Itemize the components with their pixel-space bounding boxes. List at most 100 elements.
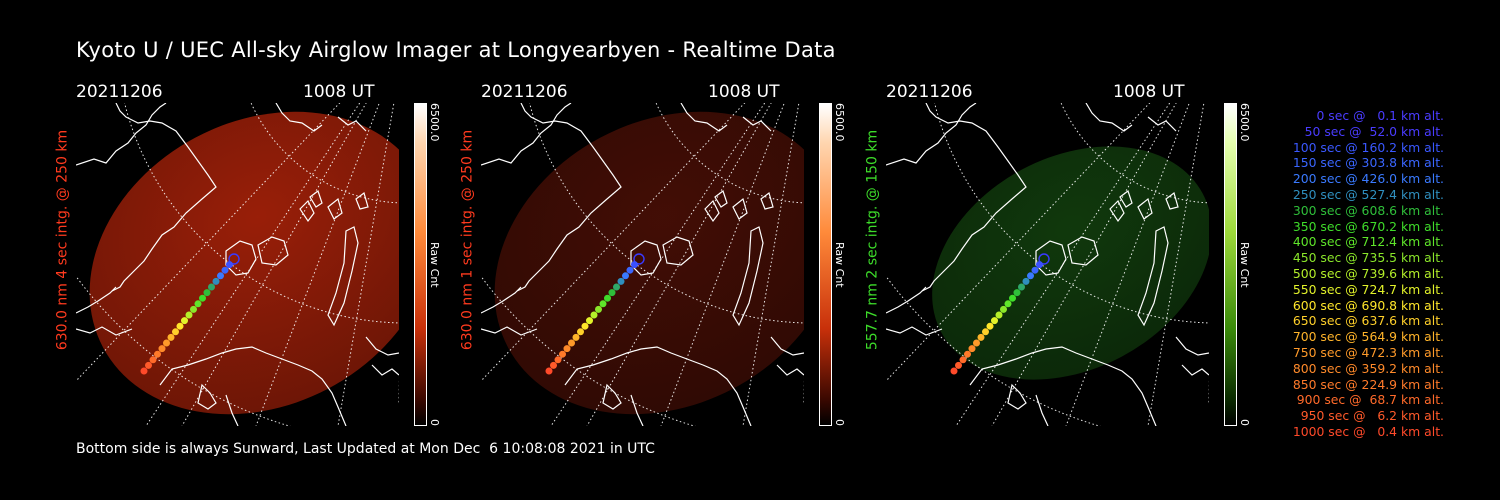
trajectory-point bbox=[633, 253, 645, 265]
panel-time: 1008 UT bbox=[708, 82, 780, 102]
trajectory-point bbox=[163, 339, 171, 347]
trajectory-point bbox=[631, 261, 639, 269]
trajectory-point bbox=[221, 266, 229, 274]
trajectory-point bbox=[586, 317, 594, 325]
trajectory-point bbox=[991, 317, 999, 325]
lat-lon-grid bbox=[481, 103, 804, 426]
panel-wavelength-label: 630.0 nm 1 sec intg. @ 250 km bbox=[459, 129, 476, 351]
trajectory-point bbox=[559, 350, 567, 358]
trajectory-point bbox=[563, 345, 571, 353]
footer-note: Bottom side is always Sunward, Last Upda… bbox=[76, 441, 655, 457]
allsky-map bbox=[886, 103, 1209, 426]
legend-entry: 800 sec @ 359.2 km alt. bbox=[1292, 360, 1444, 376]
trajectory-point bbox=[167, 333, 175, 341]
colorbar bbox=[414, 103, 427, 426]
panel-wavelength-label: 630.0 nm 4 sec intg. @ 250 km bbox=[54, 129, 71, 351]
lat-lon-grid bbox=[886, 103, 1209, 426]
trajectory-point bbox=[599, 300, 607, 308]
trajectory-point bbox=[986, 322, 994, 330]
panel-date: 20211206 bbox=[886, 82, 973, 102]
legend-entry: 400 sec @ 712.4 km alt. bbox=[1292, 234, 1444, 250]
panel-wavelength-label: 557.7 nm 2 sec intg. @ 150 km bbox=[864, 129, 881, 351]
trajectory-point bbox=[626, 266, 634, 274]
map-canvas bbox=[886, 103, 1209, 426]
trajectory-point bbox=[977, 333, 985, 341]
colorbar-unit-label: Raw Cnt bbox=[1238, 242, 1251, 288]
panel-time: 1008 UT bbox=[1113, 82, 1185, 102]
trajectory-point bbox=[149, 356, 157, 364]
trajectory-point bbox=[154, 350, 162, 358]
trajectory-track bbox=[545, 253, 645, 375]
colorbar-min-label: 0 bbox=[1238, 419, 1251, 426]
trajectory-point bbox=[955, 361, 963, 369]
trajectory-point bbox=[1031, 266, 1039, 274]
legend-entry: 300 sec @ 608.6 km alt. bbox=[1292, 202, 1444, 218]
panel-date: 20211206 bbox=[481, 82, 568, 102]
map-canvas bbox=[481, 103, 804, 426]
colorbar-max-label: 6500.0 bbox=[1238, 103, 1251, 142]
panel-time: 1008 UT bbox=[303, 82, 375, 102]
lat-lon-grid bbox=[76, 103, 399, 426]
trajectory-track bbox=[950, 253, 1050, 375]
trajectory-point bbox=[568, 339, 576, 347]
trajectory-track bbox=[140, 253, 240, 375]
trajectory-point bbox=[581, 322, 589, 330]
trajectory-point bbox=[226, 261, 234, 269]
trajectory-point bbox=[572, 333, 580, 341]
trajectory-point bbox=[554, 356, 562, 364]
trajectory-point bbox=[1018, 283, 1026, 291]
colorbar-max-label: 6500.0 bbox=[833, 103, 846, 142]
trajectory-point bbox=[228, 253, 240, 265]
trajectory-point bbox=[1000, 305, 1008, 313]
legend-entry: 250 sec @ 527.4 km alt. bbox=[1292, 186, 1444, 202]
colorbar-min-label: 0 bbox=[428, 419, 441, 426]
trajectory-point bbox=[1009, 294, 1017, 302]
legend-entry: 900 sec @ 68.7 km alt. bbox=[1296, 392, 1444, 408]
coastlines bbox=[886, 103, 1209, 426]
trajectory-point bbox=[181, 317, 189, 325]
trajectory-point bbox=[950, 367, 958, 375]
trajectory-point bbox=[608, 289, 616, 297]
trajectory-point bbox=[959, 356, 967, 364]
airglow-image bbox=[89, 111, 399, 415]
trajectory-point bbox=[613, 283, 621, 291]
trajectory-point bbox=[199, 294, 207, 302]
trajectory-point bbox=[577, 328, 585, 336]
trajectory-point bbox=[595, 305, 603, 313]
legend-entry: 850 sec @ 224.9 km alt. bbox=[1292, 376, 1444, 392]
trajectory-point bbox=[964, 350, 972, 358]
legend-entry: 650 sec @ 637.6 km alt. bbox=[1292, 313, 1444, 329]
trajectory-point bbox=[194, 300, 202, 308]
legend-entry: 950 sec @ 6.2 km alt. bbox=[1300, 408, 1444, 424]
page-title: Kyoto U / UEC All-sky Airglow Imager at … bbox=[76, 38, 836, 62]
trajectory-point bbox=[176, 322, 184, 330]
trajectory-point bbox=[550, 361, 558, 369]
coastlines bbox=[76, 103, 399, 426]
trajectory-point bbox=[545, 367, 553, 375]
legend-entry: 600 sec @ 690.8 km alt. bbox=[1292, 297, 1444, 313]
trajectory-point bbox=[1004, 300, 1012, 308]
trajectory-point bbox=[185, 311, 193, 319]
trajectory-point bbox=[158, 345, 166, 353]
airglow-image bbox=[494, 111, 804, 415]
legend-entry: 350 sec @ 670.2 km alt. bbox=[1292, 218, 1444, 234]
trajectory-point bbox=[968, 345, 976, 353]
legend-entry: 100 sec @ 160.2 km alt. bbox=[1292, 139, 1444, 155]
trajectory-legend: 0 sec @ 0.1 km alt. 50 sec @ 52.0 km alt.… bbox=[1258, 108, 1444, 440]
airglow-image bbox=[932, 146, 1209, 380]
trajectory-point bbox=[995, 311, 1003, 319]
trajectory-point bbox=[973, 339, 981, 347]
map-canvas bbox=[76, 103, 399, 426]
trajectory-point bbox=[1013, 289, 1021, 297]
trajectory-point bbox=[1036, 261, 1044, 269]
colorbar-min-label: 0 bbox=[833, 419, 846, 426]
trajectory-point bbox=[622, 272, 630, 280]
trajectory-point bbox=[203, 289, 211, 297]
legend-entry: 700 sec @ 564.9 km alt. bbox=[1292, 329, 1444, 345]
legend-entry: 550 sec @ 724.7 km alt. bbox=[1292, 281, 1444, 297]
legend-entry: 200 sec @ 426.0 km alt. bbox=[1292, 171, 1444, 187]
trajectory-point bbox=[140, 367, 148, 375]
allsky-map bbox=[76, 103, 399, 426]
trajectory-point bbox=[604, 294, 612, 302]
